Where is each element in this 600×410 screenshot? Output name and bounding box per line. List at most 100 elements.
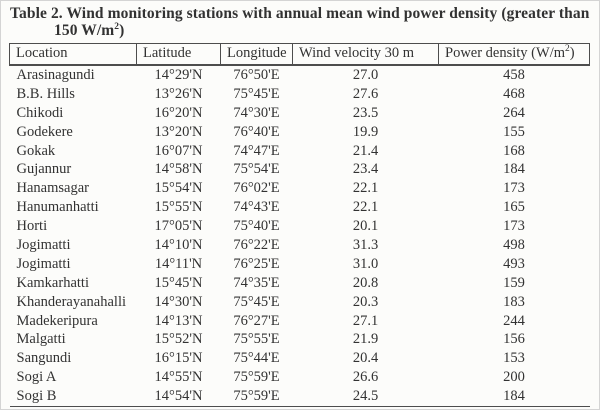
power-header-base: Power density (W/m	[445, 45, 566, 61]
cell-longitude: 76°50'E	[233, 66, 280, 83]
cell-location: Horti	[16, 218, 48, 235]
col-header-latitude: Latitude	[136, 43, 221, 66]
cell-power: 159	[503, 274, 525, 291]
cell-velocity: 19.9	[352, 123, 379, 140]
cell-latitude: 14°10'N	[154, 236, 203, 253]
cell-latitude: 14°58'N	[154, 161, 203, 178]
cell-velocity: 27.1	[352, 312, 379, 329]
cell-velocity: 22.1	[352, 180, 379, 197]
cell-velocity: 26.6	[352, 369, 379, 386]
table-row: Hanamsagar 15°54'N 76°02'E 22.1 173	[10, 179, 590, 198]
cell-latitude: 15°45'N	[154, 274, 203, 291]
cell-velocity: 21.4	[352, 142, 379, 159]
cell-power: 165	[503, 199, 525, 216]
cell-location: Khanderayanahalli	[16, 293, 127, 310]
table-row: Jogimatti 14°10'N 76°22'E 31.3 498	[10, 236, 590, 255]
col-header-longitude: Longitude	[220, 43, 293, 66]
table-row: Malgatti 15°52'N 75°55'E 21.9 156	[10, 330, 590, 349]
col-header-location: Location	[9, 43, 137, 66]
table-row: Madekeripura 14°13'N 76°27'E 27.1 244	[10, 312, 590, 331]
cell-location: Chikodi	[16, 104, 64, 121]
table-row: Chikodi 16°20'N 74°30'E 23.5 264	[10, 104, 590, 123]
cell-velocity: 31.3	[352, 236, 379, 253]
cell-latitude: 14°30'N	[154, 293, 203, 310]
cell-velocity: 21.9	[352, 331, 379, 348]
cell-location: Malgatti	[16, 331, 66, 348]
table-row: Kamkarhatti 15°45'N 74°35'E 20.8 159	[10, 274, 590, 293]
cell-power: 168	[503, 142, 525, 159]
cell-longitude: 75°45'E	[233, 293, 280, 310]
cell-velocity: 20.1	[352, 218, 379, 235]
table-row: Horti 17°05'N 75°40'E 20.1 173	[10, 217, 590, 236]
table-row: Jogimatti 14°11'N 76°25'E 31.0 493	[10, 255, 590, 274]
cell-latitude: 15°55'N	[154, 199, 203, 216]
cell-longitude: 74°35'E	[233, 274, 280, 291]
cell-location: B.B. Hills	[16, 85, 75, 102]
cell-velocity: 27.6	[352, 85, 379, 102]
cell-longitude: 75°59'E	[220, 387, 293, 408]
cell-latitude: 14°55'N	[154, 369, 203, 386]
cell-velocity: 23.4	[352, 161, 379, 178]
cell-longitude: 75°54'E	[233, 161, 280, 178]
table-caption-line1: Table 2. Wind monitoring stations with a…	[10, 5, 590, 22]
cell-location: Gokak	[16, 142, 56, 159]
cell-longitude: 74°30'E	[233, 104, 280, 121]
cell-latitude: 16°15'N	[154, 350, 203, 367]
table-caption: Table 2. Wind monitoring stations with a…	[10, 5, 591, 40]
cell-latitude: 13°20'N	[154, 123, 203, 140]
cell-location: Madekeripura	[16, 312, 98, 329]
cell-location: Gujannur	[16, 161, 72, 178]
cell-location: Kamkarhatti	[16, 274, 89, 291]
cell-longitude: 75°59'E	[233, 369, 280, 386]
table-row: Sogi A 14°55'N 75°59'E 26.6 200	[10, 368, 590, 387]
cell-location: Jogimatti	[16, 236, 71, 253]
cell-longitude: 75°40'E	[233, 218, 280, 235]
cell-latitude: 14°54'N	[136, 387, 221, 408]
cell-velocity: 22.1	[352, 199, 379, 216]
cell-latitude: 14°13'N	[154, 312, 203, 329]
cell-velocity: 20.4	[352, 350, 379, 367]
cell-location: Hanamsagar	[16, 180, 89, 197]
table-caption-line2: 150 W/m2)	[54, 21, 591, 40]
cell-power: 468	[503, 85, 525, 102]
cell-longitude: 75°44'E	[233, 350, 280, 367]
cell-longitude: 74°43'E	[233, 199, 280, 216]
power-header-superscript: 2	[565, 44, 570, 55]
cell-power: 155	[503, 123, 525, 140]
table-body: Arasinagundi 14°29'N 76°50'E 27.0 458 B.B. Hi…	[9, 65, 590, 408]
cell-power: 173	[503, 180, 525, 197]
cell-power: 244	[503, 312, 525, 329]
table-row: Gokak 16°07'N 74°47'E 21.4 168	[10, 142, 590, 161]
table-header: Location Latitude Longitude Wind velocit…	[9, 43, 590, 66]
cell-latitude: 13°26'N	[154, 85, 203, 102]
cell-power: 493	[503, 255, 525, 272]
table-row: Gujannur 14°58'N 75°54'E 23.4 184	[10, 160, 590, 179]
cell-longitude: 75°55'E	[233, 331, 280, 348]
table-row: Hanumanhatti 15°55'N 74°43'E 22.1 165	[10, 198, 590, 217]
cell-velocity: 23.5	[352, 104, 379, 121]
header-row: Location Latitude Longitude Wind velocit…	[9, 43, 590, 66]
table-row: Sogi B 14°54'N 75°59'E 24.5 184	[9, 387, 590, 408]
cell-latitude: 14°11'N	[154, 255, 203, 272]
cell-velocity: 27.0	[352, 66, 379, 83]
wind-stations-table: Location Latitude Longitude Wind velocit…	[9, 43, 590, 408]
cell-power: 183	[503, 293, 525, 310]
cell-longitude: 75°45'E	[233, 85, 280, 102]
cell-location: Hanumanhatti	[16, 199, 99, 216]
cell-power: 264	[503, 104, 525, 121]
cell-location: Sogi B	[9, 387, 137, 408]
cell-power: 498	[503, 236, 525, 253]
cell-power: 184	[503, 161, 525, 178]
cell-location: Arasinagundi	[16, 66, 95, 83]
cell-power: 458	[503, 66, 525, 83]
caption-units-base: 150 W/m	[54, 21, 115, 39]
cell-longitude: 74°47'E	[233, 142, 280, 159]
power-header-tail: )	[569, 45, 575, 61]
table-row: Khanderayanahalli 14°30'N 75°45'E 20.3 183	[10, 293, 590, 312]
cell-location: Sogi A	[16, 369, 57, 386]
col-header-velocity: Wind velocity 30 m	[292, 43, 439, 66]
table-row: Arasinagundi 14°29'N 76°50'E 27.0 458	[10, 65, 590, 85]
cell-location: Jogimatti	[16, 255, 71, 272]
table-row: Godekere 13°20'N 76°40'E 19.9 155	[10, 123, 590, 142]
